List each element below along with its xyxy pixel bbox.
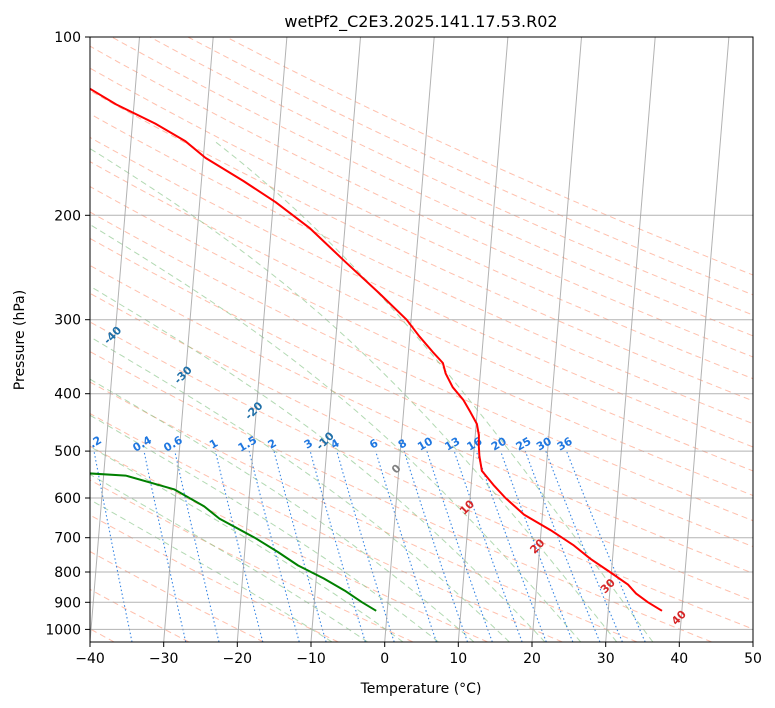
mixing-ratio-line (453, 450, 523, 642)
temperature-profile-line (90, 87, 663, 612)
mixing-ratio-line (500, 450, 574, 642)
dry-adiabat-line (90, 292, 753, 602)
chart-title: wetPf2_C2E3.2025.141.17.53.R02 (284, 12, 557, 32)
mixing-ratio-line (426, 450, 493, 642)
isotherm-line (384, 37, 435, 642)
mixing-ratio-line (273, 450, 327, 642)
mixing-ratio-line (524, 450, 601, 642)
y-tick-label: 300 (54, 313, 81, 329)
y-tick-label: 200 (54, 208, 81, 224)
dry-adiabat-line (90, 550, 264, 642)
mixing-ratio-line (475, 450, 547, 642)
mixing-ratio-line (248, 450, 300, 642)
dewpoint-profile-line (90, 472, 377, 612)
isotherm-line (605, 37, 656, 642)
isotherm-line (90, 37, 140, 642)
y-tick-label: 700 (54, 531, 81, 547)
isotherm-line (236, 37, 288, 642)
x-tick-label: 30 (597, 651, 615, 667)
isotherm-line (678, 37, 730, 642)
mixing-ratio-line (403, 450, 469, 642)
isobars (90, 37, 753, 630)
y-axis-label: Pressure (hPa) (12, 290, 28, 390)
x-axis-label: Temperature (°C) (360, 681, 482, 697)
x-tick-label: 20 (523, 651, 541, 667)
y-tick-label: 100 (54, 30, 81, 46)
y-tick-label: 600 (54, 491, 81, 507)
y-tick-label: 1000 (45, 622, 81, 638)
dry-adiabat-line (90, 113, 753, 425)
plot-frame (89, 36, 754, 643)
x-tick-label: 10 (449, 651, 467, 667)
x-tick-label: 0 (380, 651, 389, 667)
y-tick-label: 400 (54, 387, 81, 403)
mixing-ratio-line (375, 450, 437, 642)
profile-series (90, 87, 663, 612)
x-tick-label: −20 (223, 651, 253, 667)
isotherm-line (457, 37, 509, 642)
dry-adiabat-line (90, 90, 753, 402)
dry-adiabat-line (90, 350, 712, 642)
x-tick-label: −10 (296, 651, 326, 667)
dry-adiabat-line (90, 412, 563, 642)
mixing-ratio-line (93, 450, 133, 642)
mixing-ratio-line (309, 450, 366, 642)
dry-adiabat-line (90, 185, 753, 497)
isotherm-line (163, 37, 214, 642)
dry-adiabat-line (90, 161, 753, 472)
axis-ticks: −40 −30 −20 −10 0 10 20 30 40 50 100 200 300 400 500 60… (45, 30, 762, 667)
x-tick-label: −40 (75, 651, 105, 667)
isotherm-line (531, 37, 582, 642)
dry-adiabats (90, 37, 753, 642)
dry-adiabat-line (187, 37, 753, 296)
x-tick-label: 50 (744, 651, 762, 667)
mixing-ratio-line (545, 450, 623, 642)
dry-adiabat-line (90, 45, 753, 358)
y-tick-label: 500 (54, 444, 81, 460)
isotherms (90, 37, 753, 642)
mixing-ratio-line (143, 450, 187, 642)
dry-adiabat-line (90, 445, 488, 642)
dry-adiabat-line (90, 211, 753, 522)
isotherm-line (310, 37, 361, 642)
x-tick-label: 40 (670, 651, 688, 667)
dry-adiabat-line (90, 321, 753, 630)
dry-adiabat-line (90, 237, 753, 548)
dry-adiabat-line (90, 264, 753, 574)
dry-adiabat-line (111, 37, 753, 337)
mixing-ratio-line (214, 450, 264, 642)
y-tick-label: 800 (54, 565, 81, 581)
x-tick-label: −30 (149, 651, 179, 667)
mixing-ratio-line (174, 450, 220, 642)
y-tick-label: 900 (54, 595, 81, 611)
